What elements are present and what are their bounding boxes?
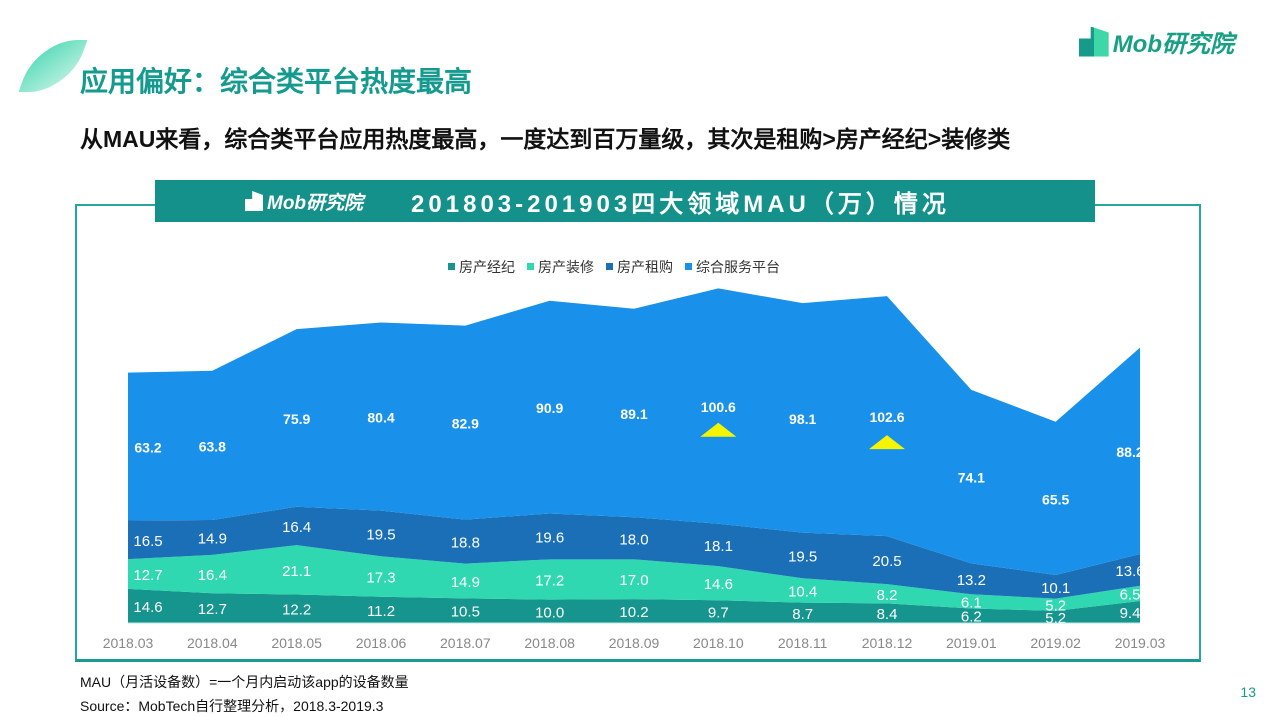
data-label: 14.9 — [451, 574, 480, 591]
data-label: 14.6 — [704, 576, 733, 593]
data-label: 74.1 — [958, 470, 985, 486]
x-tick-label: 2018.07 — [440, 635, 491, 651]
data-label: 10.1 — [1041, 580, 1070, 597]
banner-logo: Mob研究院 — [245, 188, 363, 215]
data-label: 98.1 — [789, 411, 816, 427]
data-label: 102.6 — [869, 409, 904, 425]
data-label: 13.6 — [1115, 563, 1144, 580]
data-label: 9.7 — [708, 605, 729, 622]
data-label: 63.2 — [134, 440, 161, 456]
legend-label: 房产经纪 — [459, 259, 515, 275]
data-label: 12.7 — [198, 601, 227, 618]
legend-label: 房产装修 — [538, 259, 594, 275]
data-label: 6.2 — [961, 609, 982, 626]
data-label: 20.5 — [872, 553, 901, 570]
x-tick-label: 2018.06 — [356, 635, 407, 651]
chart-banner: Mob研究院 201803-201903四大领域MAU（万）情况 — [155, 180, 1095, 222]
legend-swatch — [606, 263, 613, 270]
data-label: 10.0 — [535, 604, 564, 621]
brand-logo: Mob研究院 — [1078, 24, 1234, 59]
legend-swatch — [527, 263, 534, 270]
x-tick-label: 2018.04 — [187, 635, 238, 651]
data-label: 65.5 — [1042, 491, 1069, 507]
data-label: 14.9 — [198, 530, 227, 547]
data-label: 10.2 — [619, 604, 648, 621]
area-房产租购 — [128, 506, 1140, 599]
x-tick-label: 2018.11 — [778, 635, 828, 651]
area-房产经纪 — [128, 588, 1140, 623]
highlight-marker-icon — [700, 422, 737, 437]
page-number: 13 — [1240, 684, 1256, 700]
data-label: 8.4 — [877, 606, 898, 623]
data-label: 12.2 — [282, 602, 311, 619]
legend-label: 房产租购 — [617, 259, 673, 275]
x-tick-label: 2018.10 — [693, 635, 744, 651]
data-label: 10.4 — [788, 583, 817, 600]
data-label: 19.5 — [788, 548, 817, 565]
x-tick-label: 2019.01 — [946, 635, 997, 651]
x-tick-label: 2018.12 — [862, 635, 913, 651]
data-label: 21.1 — [282, 563, 311, 580]
data-label: 19.6 — [535, 529, 564, 546]
data-label: 9.4 — [1120, 605, 1141, 622]
area-房产装修 — [128, 545, 1140, 611]
page-subtitle: 从MAU来看，综合类平台应用热度最高，一度达到百万量级，其次是租购>房产经纪>装… — [80, 126, 1011, 152]
chart-title: 201803-201903四大领域MAU（万）情况 — [411, 190, 950, 218]
x-tick-label: 2018.03 — [103, 635, 154, 651]
data-label: 16.4 — [198, 567, 227, 584]
data-label: 18.0 — [619, 531, 648, 548]
data-label: 17.2 — [535, 572, 564, 589]
data-label: 17.0 — [619, 572, 648, 589]
page-title: 应用偏好：综合类平台热度最高 — [80, 66, 473, 97]
legend-swatch — [448, 263, 455, 270]
data-label: 11.2 — [367, 603, 395, 620]
data-label: 16.4 — [282, 519, 311, 536]
area-综合服务平台 — [128, 288, 1140, 576]
data-label: 100.6 — [701, 399, 736, 415]
x-tick-label: 2018.08 — [524, 635, 575, 651]
source-note: Source：MobTech自行整理分析，2018.3-2019.3 — [80, 698, 384, 714]
data-label: 6.1 — [961, 594, 982, 611]
data-label: 63.8 — [199, 438, 226, 454]
data-label: 16.5 — [133, 533, 162, 550]
legend-swatch — [685, 263, 692, 270]
data-label: 18.1 — [704, 538, 733, 555]
data-label: 10.5 — [451, 604, 480, 621]
banner-logo-text: Mob研究院 — [267, 192, 364, 214]
data-label: 8.2 — [877, 587, 898, 604]
data-label: 18.8 — [451, 535, 480, 552]
data-label: 90.9 — [536, 400, 563, 416]
x-tick-label: 2018.09 — [609, 635, 660, 651]
logo-text: Mob研究院 — [1112, 31, 1234, 58]
data-label: 82.9 — [452, 416, 479, 432]
data-label: 88.2 — [1116, 444, 1143, 460]
data-label: 5.2 — [1045, 598, 1066, 615]
data-label: 13.2 — [957, 572, 986, 589]
data-label: 80.4 — [367, 410, 394, 426]
data-label: 8.7 — [792, 606, 813, 623]
data-label: 89.1 — [620, 406, 647, 422]
highlight-marker-icon — [869, 435, 905, 450]
x-tick-label: 2019.03 — [1115, 635, 1166, 651]
legend-label: 综合服务平台 — [696, 259, 780, 275]
x-tick-label: 2019.02 — [1030, 635, 1081, 651]
x-tick-label: 2018.05 — [271, 635, 322, 651]
data-label: 19.5 — [366, 526, 395, 543]
data-label: 14.6 — [133, 599, 162, 616]
data-label: 17.3 — [366, 570, 395, 587]
data-label: 12.7 — [133, 567, 162, 584]
data-label: 75.9 — [283, 411, 310, 427]
data-label: 6.5 — [1120, 586, 1141, 603]
footnote: MAU（月活设备数）=一个月内启动该app的设备数量 — [80, 674, 409, 690]
